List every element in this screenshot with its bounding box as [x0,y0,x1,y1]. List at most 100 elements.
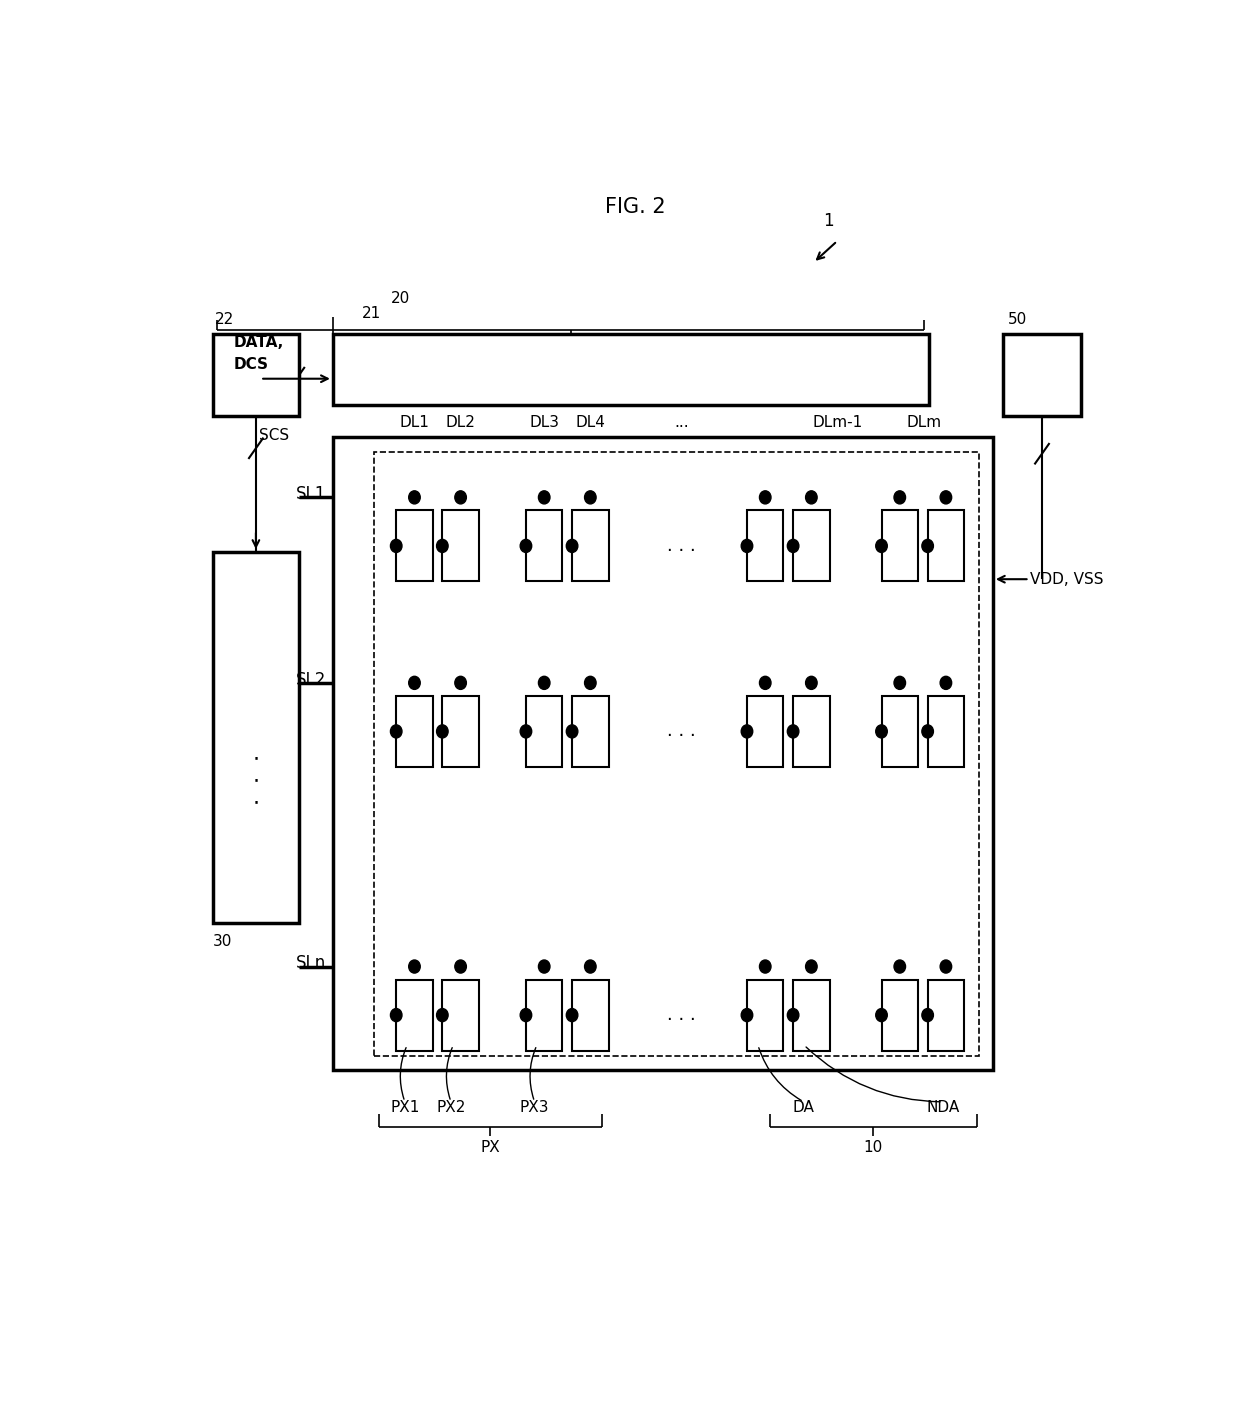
Circle shape [455,959,466,973]
Circle shape [391,1009,402,1022]
Bar [746,979,784,1050]
Bar [794,696,830,767]
Circle shape [894,676,905,690]
Bar [443,696,479,767]
Text: 21: 21 [362,306,381,320]
Bar [928,979,965,1050]
Text: PX1: PX1 [391,1100,419,1115]
Circle shape [584,676,596,690]
Circle shape [409,676,420,690]
Bar [332,333,929,405]
Circle shape [940,959,951,973]
Text: SL2: SL2 [295,670,326,689]
Circle shape [538,676,551,690]
Circle shape [894,959,905,973]
Bar [374,452,978,1056]
Circle shape [521,726,532,738]
Circle shape [921,540,934,553]
Text: DLm: DLm [906,415,941,429]
Text: PX: PX [481,1141,500,1155]
Circle shape [894,490,905,504]
Circle shape [787,540,799,553]
Bar [443,979,479,1050]
Text: ...: ... [675,415,689,429]
Text: DL3: DL3 [529,415,559,429]
Circle shape [538,959,551,973]
Circle shape [742,726,753,738]
Circle shape [538,490,551,504]
Circle shape [759,676,771,690]
Circle shape [875,540,888,553]
Text: 20: 20 [391,292,409,306]
Circle shape [521,540,532,553]
Circle shape [436,1009,448,1022]
Bar [928,696,965,767]
Circle shape [787,1009,799,1022]
Text: 50: 50 [1007,312,1027,327]
Text: FIG. 2: FIG. 2 [605,197,666,217]
Text: ⋅: ⋅ [253,750,259,769]
Text: ⋅: ⋅ [253,771,259,791]
Bar [397,696,433,767]
Circle shape [584,959,596,973]
Text: . . .: . . . [667,723,696,741]
Text: SCS: SCS [259,428,289,442]
Bar [882,979,918,1050]
Text: 30: 30 [213,934,232,949]
Bar [746,696,784,767]
Text: 1: 1 [823,213,833,230]
Bar [443,510,479,581]
Circle shape [806,676,817,690]
Bar [1003,333,1081,415]
Circle shape [436,540,448,553]
Text: DCS: DCS [234,357,269,371]
Circle shape [742,540,753,553]
Circle shape [875,726,888,738]
Bar [526,510,563,581]
Circle shape [806,490,817,504]
Text: DATA,: DATA, [234,334,284,350]
Bar [332,438,993,1070]
Circle shape [567,726,578,738]
Bar [526,696,563,767]
Circle shape [759,490,771,504]
Circle shape [742,1009,753,1022]
Bar [928,510,965,581]
Circle shape [391,726,402,738]
Text: DL2: DL2 [445,415,475,429]
Bar [794,979,830,1050]
Text: SL1: SL1 [295,485,326,503]
Circle shape [521,1009,532,1022]
Text: VDD, VSS: VDD, VSS [1029,571,1104,587]
Text: 10: 10 [864,1141,883,1155]
Circle shape [409,490,420,504]
Text: PX3: PX3 [520,1100,549,1115]
Circle shape [567,540,578,553]
Bar [526,979,563,1050]
Text: SLn: SLn [296,954,326,972]
Text: PX2: PX2 [436,1100,466,1115]
Text: DA: DA [792,1100,815,1115]
Circle shape [584,490,596,504]
Text: ⋅: ⋅ [253,794,259,813]
Bar [397,979,433,1050]
Bar [746,510,784,581]
Circle shape [391,540,402,553]
Bar [397,510,433,581]
Bar [213,551,299,922]
Circle shape [759,959,771,973]
Text: DL4: DL4 [575,415,605,429]
Circle shape [436,726,448,738]
Circle shape [567,1009,578,1022]
Bar [572,979,609,1050]
Text: NDA: NDA [926,1100,960,1115]
Text: 22: 22 [215,312,234,327]
Circle shape [787,726,799,738]
Bar [213,333,299,415]
Circle shape [455,676,466,690]
Text: . . .: . . . [667,1006,696,1024]
Circle shape [806,959,817,973]
Bar [882,510,918,581]
Circle shape [940,676,951,690]
Text: . . .: . . . [667,537,696,555]
